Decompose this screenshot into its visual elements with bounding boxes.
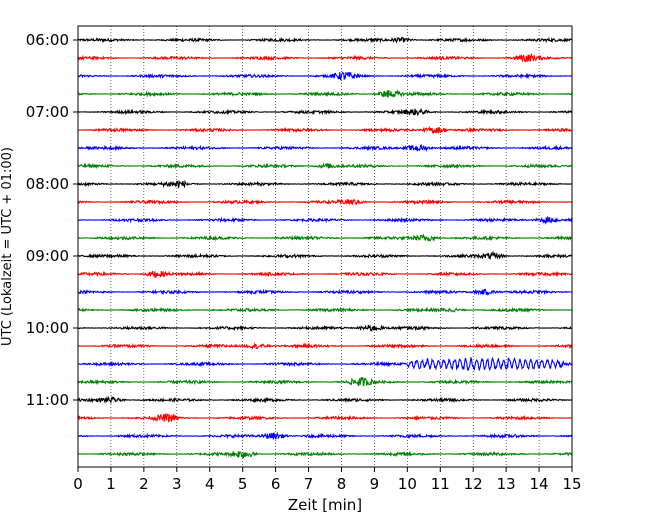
y-tick-label: 06:00 — [26, 31, 69, 49]
trace-line — [77, 36, 573, 45]
trace-line — [77, 431, 573, 440]
trace-line — [77, 324, 573, 332]
trace-line — [77, 89, 573, 98]
x-tick-label: 10 — [398, 475, 417, 493]
x-tick-label: 4 — [205, 475, 215, 493]
trace-line — [77, 376, 573, 387]
trace-line — [77, 162, 573, 170]
trace-line — [77, 215, 573, 225]
x-tick-label: 0 — [73, 475, 83, 493]
trace-line — [77, 250, 573, 261]
trace-line — [77, 107, 573, 117]
x-tick-label: 6 — [271, 475, 281, 493]
x-tick-label: 13 — [497, 475, 516, 493]
y-tick-label: 08:00 — [26, 175, 69, 193]
x-tick-label: 15 — [562, 475, 581, 493]
x-tick-label: 12 — [464, 475, 483, 493]
y-tick-label: 10:00 — [26, 319, 69, 337]
traces — [77, 36, 573, 459]
x-tick-label: 7 — [304, 475, 314, 493]
trace-line — [77, 233, 573, 242]
y-axis-label: UTC (Lokalzeit = UTC + 01:00) — [0, 147, 15, 346]
trace-line — [77, 342, 573, 350]
x-axis: 0 1 2 3 4 5 6 7 8 9 10 11 12 13 14 15 — [73, 467, 582, 493]
y-tick-label: 07:00 — [26, 103, 69, 121]
x-tick-label: 8 — [337, 475, 347, 493]
x-tick-label: 9 — [370, 475, 380, 493]
x-tick-label: 1 — [106, 475, 116, 493]
y-axis: 06:00 07:00 08:00 09:00 10:00 11:00 — [26, 31, 78, 409]
trace-line — [78, 356, 573, 372]
trace-line — [77, 412, 573, 423]
trace-line — [77, 71, 573, 81]
trace-line — [77, 395, 573, 405]
trace-line — [77, 143, 573, 153]
y-tick-label: 09:00 — [26, 247, 69, 265]
trace-line — [77, 270, 573, 279]
y-tick-label: 11:00 — [26, 391, 69, 409]
trace-line — [77, 52, 573, 63]
x-axis-label: Zeit [min] — [288, 496, 362, 514]
trace-line — [77, 179, 573, 189]
trace-line — [77, 288, 572, 296]
x-tick-label: 3 — [172, 475, 182, 493]
x-tick-label: 14 — [530, 475, 549, 493]
trace-line — [77, 450, 573, 459]
plot-frame — [77, 25, 573, 468]
x-tick-label: 5 — [238, 475, 248, 493]
x-tick-label: 11 — [431, 475, 450, 493]
trace-line — [77, 306, 573, 314]
trace-line — [77, 198, 573, 206]
x-tick-label: 2 — [139, 475, 149, 493]
trace-line — [77, 125, 573, 135]
